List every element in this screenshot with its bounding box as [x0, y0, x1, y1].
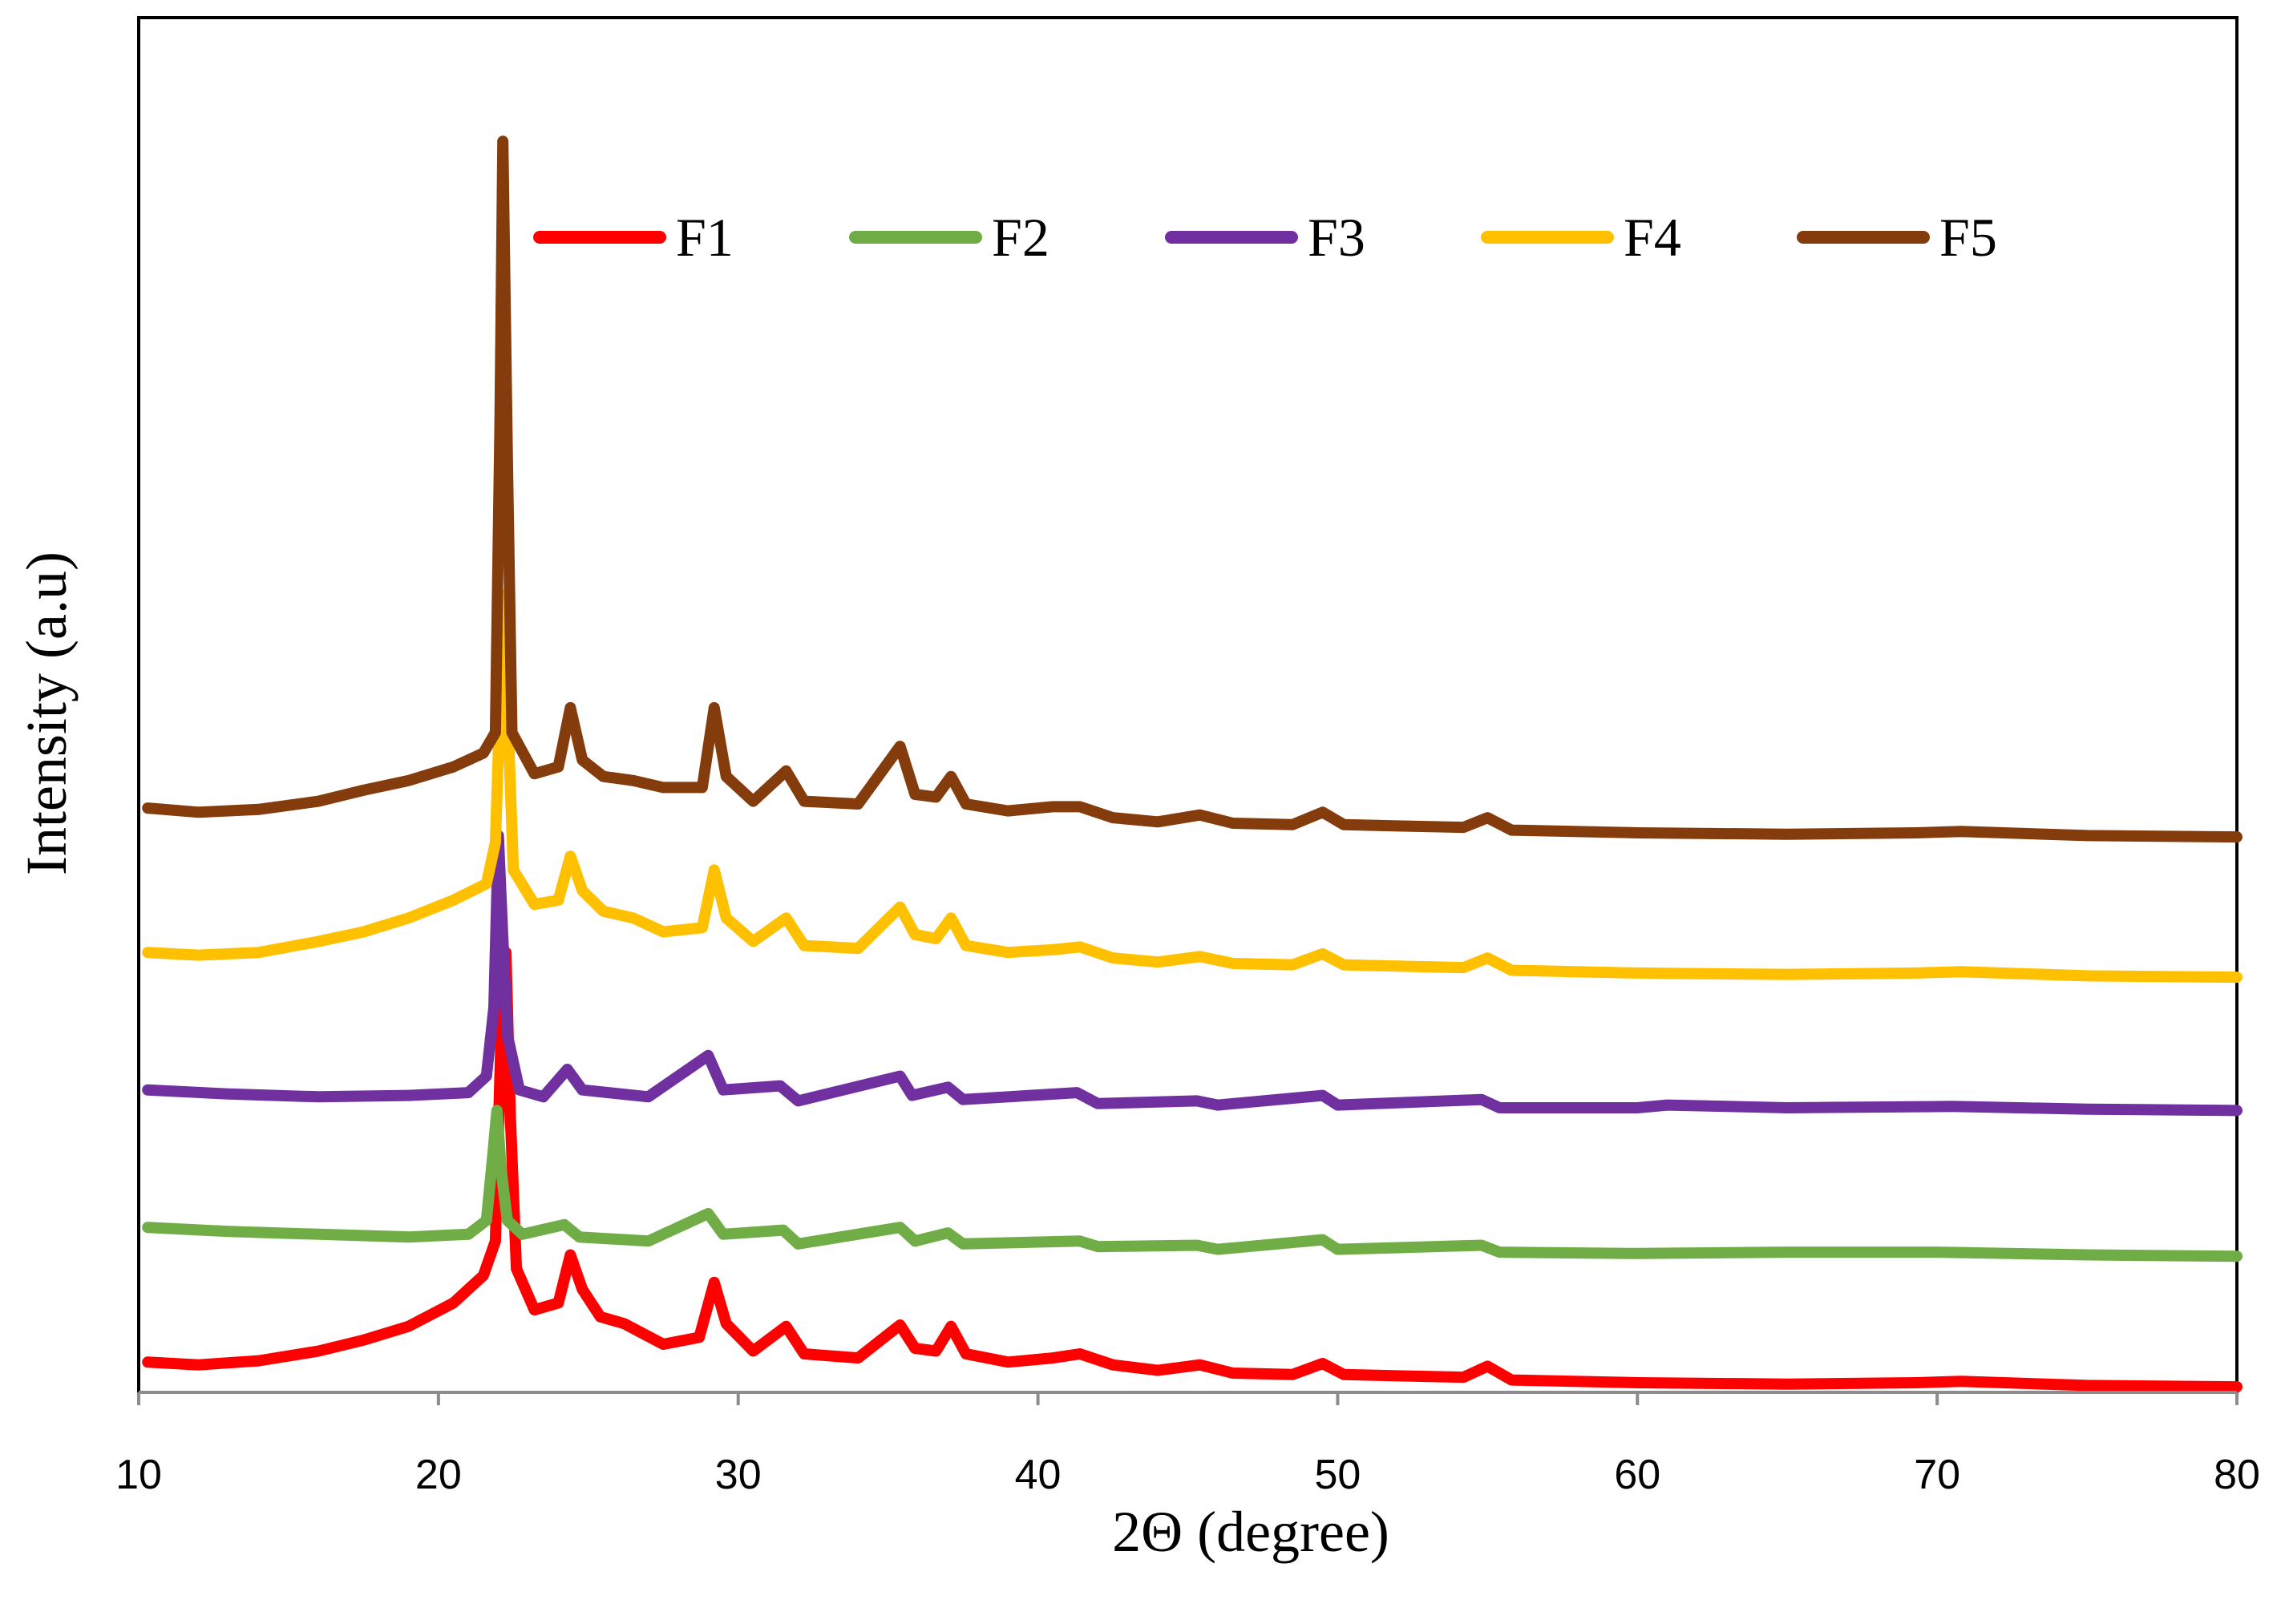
- x-tick-label-70: 70: [1914, 1452, 1960, 1498]
- x-tick-label-40: 40: [1015, 1452, 1062, 1498]
- legend-label-f1: F1: [676, 207, 734, 268]
- legend: F1 F2 F3 F4 F5: [533, 207, 1997, 268]
- legend-label-f3: F3: [1308, 207, 1365, 268]
- x-tick-label-50: 50: [1315, 1452, 1361, 1498]
- series-line-f4: [142, 589, 2243, 984]
- y-axis-title: Intensity (a.u): [14, 551, 79, 875]
- series-line-f5: [142, 135, 2243, 843]
- x-tick-label-20: 20: [415, 1452, 462, 1498]
- x-tick-label-10: 10: [115, 1452, 162, 1498]
- legend-label-f2: F2: [992, 207, 1049, 268]
- series-line-f3: [142, 830, 2243, 1117]
- x-tick-label-60: 60: [1614, 1452, 1660, 1498]
- x-axis-ticks: [137, 1392, 2238, 1405]
- x-axis-tick-labels: 10 20 30 40 50 60 70 80: [115, 1452, 2260, 1498]
- legend-label-f5: F5: [1939, 207, 1997, 268]
- x-tick-label-30: 30: [715, 1452, 762, 1498]
- legend-label-f4: F4: [1624, 207, 1681, 268]
- x-axis-title: 2Θ (degree): [1112, 1500, 1389, 1564]
- series-line-f2: [142, 1105, 2243, 1262]
- x-tick-label-80: 80: [2214, 1452, 2260, 1498]
- series-layer: [142, 135, 2243, 1393]
